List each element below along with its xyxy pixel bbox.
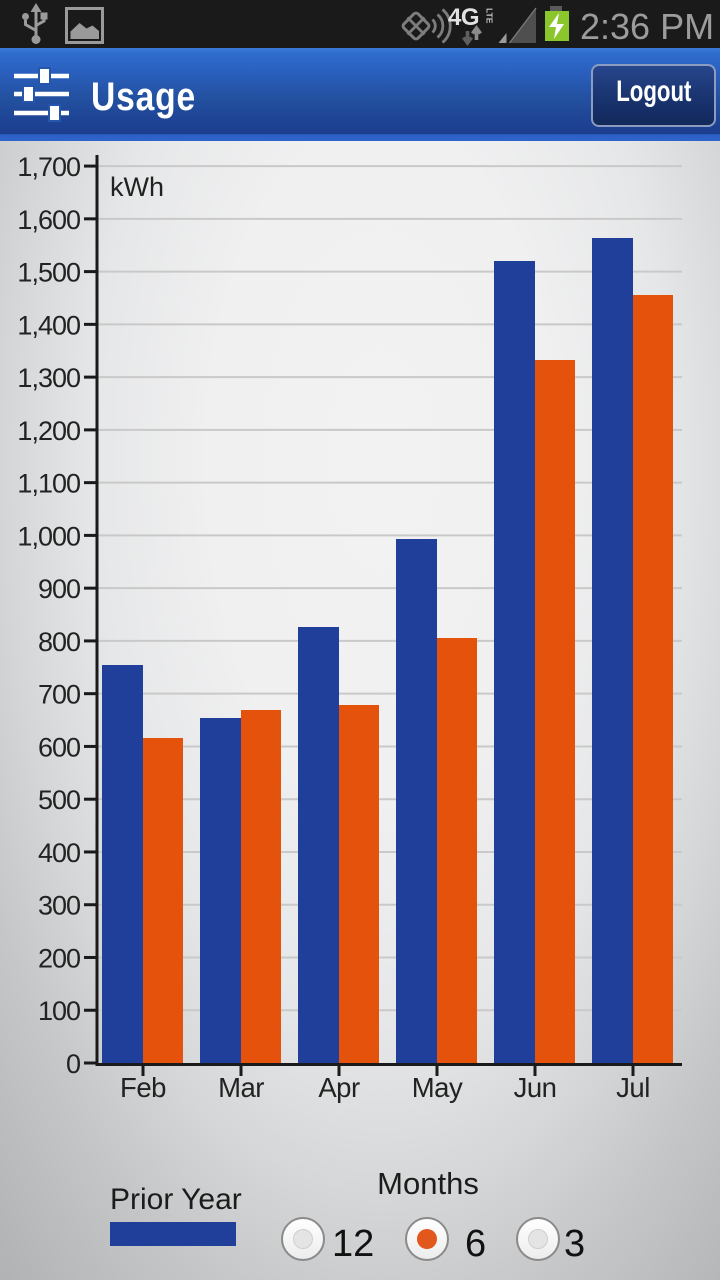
svg-text:100: 100 xyxy=(38,996,80,1026)
svg-text:May: May xyxy=(412,1072,463,1103)
svg-text:200: 200 xyxy=(38,943,80,973)
svg-text:1,600: 1,600 xyxy=(17,205,80,235)
svg-text:4G: 4G xyxy=(448,4,479,31)
svg-text:1,100: 1,100 xyxy=(17,469,80,499)
svg-text:1,300: 1,300 xyxy=(17,363,80,393)
svg-text:800: 800 xyxy=(38,627,80,657)
svg-text:1,400: 1,400 xyxy=(17,310,80,340)
svg-text:1,000: 1,000 xyxy=(17,521,80,551)
svg-text:500: 500 xyxy=(38,785,80,815)
svg-text:1,200: 1,200 xyxy=(17,416,80,446)
svg-text:300: 300 xyxy=(38,891,80,921)
svg-text:900: 900 xyxy=(38,574,80,604)
svg-text:1,700: 1,700 xyxy=(17,152,80,182)
svg-text:Feb: Feb xyxy=(120,1072,166,1103)
svg-text:Apr: Apr xyxy=(318,1072,360,1103)
svg-text:0: 0 xyxy=(66,1049,80,1079)
svg-text:Jul: Jul xyxy=(616,1072,650,1103)
svg-text:1,500: 1,500 xyxy=(17,258,80,288)
svg-text:Jun: Jun xyxy=(514,1072,557,1103)
svg-text:kWh: kWh xyxy=(110,172,164,202)
svg-text:400: 400 xyxy=(38,838,80,868)
svg-text:600: 600 xyxy=(38,732,80,762)
svg-text:Mar: Mar xyxy=(218,1072,264,1103)
svg-text:700: 700 xyxy=(38,680,80,710)
svg-text:LTE: LTE xyxy=(485,8,495,24)
